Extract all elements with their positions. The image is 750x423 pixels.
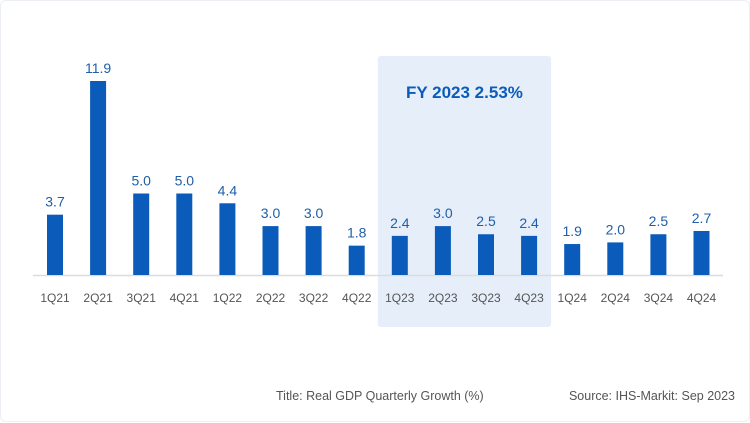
bar-3Q22 [305, 226, 322, 275]
tick-label-1Q23: 1Q23 [385, 291, 415, 305]
data-label-1Q24: 1.9 [562, 223, 582, 239]
highlight-label: FY 2023 2.53% [406, 83, 523, 102]
tick-label-2Q21: 2Q21 [83, 291, 113, 305]
tick-label-1Q21: 1Q21 [40, 291, 70, 305]
data-label-3Q21: 5.0 [131, 172, 151, 188]
tick-label-2Q23: 2Q23 [428, 291, 458, 305]
data-label-4Q21: 5.0 [175, 172, 195, 188]
tick-label-1Q22: 1Q22 [213, 291, 243, 305]
data-label-4Q22: 1.8 [347, 225, 367, 241]
data-label-3Q24: 2.5 [649, 213, 669, 229]
bar-2Q23 [434, 226, 451, 275]
data-label-3Q23: 2.5 [476, 213, 496, 229]
bar-2Q22 [262, 226, 279, 275]
tick-label-3Q24: 3Q24 [644, 291, 674, 305]
tick-label-4Q21: 4Q21 [170, 291, 200, 305]
bar-2Q21 [90, 81, 107, 275]
bar-4Q22 [348, 245, 365, 275]
highlight-region [377, 56, 552, 327]
bar-1Q23 [391, 235, 408, 275]
tick-label-3Q22: 3Q22 [299, 291, 329, 305]
data-label-2Q22: 3.0 [261, 205, 281, 221]
bar-3Q21 [133, 193, 150, 275]
bar-4Q24 [693, 230, 710, 275]
data-label-2Q23: 3.0 [433, 205, 453, 221]
bar-4Q21 [176, 193, 193, 275]
data-label-2Q24: 2.0 [606, 221, 626, 237]
data-label-1Q22: 4.4 [218, 182, 238, 198]
tick-label-4Q22: 4Q22 [342, 291, 372, 305]
tick-label-4Q23: 4Q23 [514, 291, 544, 305]
bar-1Q21 [47, 214, 63, 275]
chart-source: Source: IHS-Markit: Sep 2023 [568, 389, 735, 403]
bar-1Q24 [564, 244, 581, 275]
bar-4Q23 [521, 235, 538, 275]
data-label-1Q21: 3.7 [45, 194, 65, 210]
data-label-4Q24: 2.7 [692, 210, 712, 226]
chart-title: Title: Real GDP Quarterly Growth (%) [276, 389, 484, 403]
data-label-4Q23: 2.4 [519, 215, 539, 231]
bar-2Q24 [607, 242, 624, 275]
tick-label-2Q22: 2Q22 [256, 291, 286, 305]
tick-label-3Q21: 3Q21 [127, 291, 157, 305]
tick-label-1Q24: 1Q24 [558, 291, 588, 305]
bar-3Q24 [650, 234, 667, 275]
data-label-2Q21: 11.9 [85, 60, 111, 76]
bar-1Q22 [219, 203, 236, 275]
bar-3Q23 [478, 234, 494, 275]
tick-label-4Q24: 4Q24 [687, 291, 717, 305]
tick-label-2Q24: 2Q24 [601, 291, 631, 305]
data-label-3Q22: 3.0 [304, 205, 324, 221]
tick-label-3Q23: 3Q23 [471, 291, 501, 305]
data-label-1Q23: 2.4 [390, 215, 410, 231]
